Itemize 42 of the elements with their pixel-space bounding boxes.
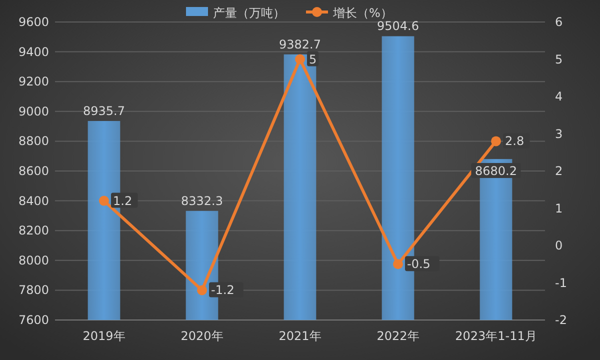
y-tick-label: 9000 bbox=[18, 104, 49, 118]
y-tick-label: 9400 bbox=[18, 44, 49, 59]
data-label: 1.2 bbox=[113, 194, 132, 208]
point bbox=[99, 196, 109, 206]
data-label: 8935.7 bbox=[83, 104, 125, 118]
x-tick-label: 2021年 bbox=[278, 329, 322, 343]
legend-label: 产量（万吨） bbox=[213, 6, 285, 20]
y2-tick-label: 4 bbox=[555, 90, 563, 104]
data-label: 9382.7 bbox=[279, 37, 321, 52]
point bbox=[491, 136, 501, 146]
data-label: -0.5 bbox=[407, 257, 430, 272]
y2-tick-label: -2 bbox=[555, 313, 567, 327]
point bbox=[295, 54, 305, 64]
y-tick-label: 8600 bbox=[18, 164, 49, 178]
point bbox=[393, 259, 403, 270]
data-label: 8680.2 bbox=[475, 164, 517, 178]
data-label: 8332.3 bbox=[181, 194, 223, 208]
y-tick-label: 9200 bbox=[18, 74, 49, 89]
y2-tick-label: 6 bbox=[555, 15, 563, 29]
data-label: 2.8 bbox=[505, 134, 524, 148]
y-tick-label: 9600 bbox=[18, 15, 49, 29]
data-label: 5 bbox=[309, 52, 317, 66]
y-tick-label: 8800 bbox=[18, 134, 49, 148]
x-tick-label: 2020年 bbox=[180, 329, 224, 343]
y2-tick-label: 3 bbox=[555, 126, 563, 141]
y2-tick-label: 1 bbox=[555, 201, 563, 216]
y2-tick-label: 5 bbox=[555, 52, 563, 66]
y-tick-label: 7800 bbox=[18, 283, 49, 298]
x-tick-label: 2022年 bbox=[376, 329, 420, 343]
y2-tick-label: 0 bbox=[555, 238, 563, 252]
point bbox=[197, 285, 207, 296]
x-tick-label: 2023年1-11月 bbox=[455, 329, 537, 343]
y2-tick-label: 2 bbox=[555, 164, 563, 178]
y-tick-label: 8000 bbox=[18, 253, 49, 268]
data-label: -1.2 bbox=[211, 283, 234, 298]
legend-label: 增长（%） bbox=[332, 6, 392, 20]
data-label: 9504.6 bbox=[377, 19, 419, 34]
y2-tick-label: -1 bbox=[555, 276, 567, 290]
x-tick-label: 2019年 bbox=[82, 329, 126, 343]
y-tick-label: 7600 bbox=[18, 313, 49, 327]
y-tick-label: 8200 bbox=[18, 224, 49, 238]
y-tick-label: 8400 bbox=[18, 194, 49, 208]
